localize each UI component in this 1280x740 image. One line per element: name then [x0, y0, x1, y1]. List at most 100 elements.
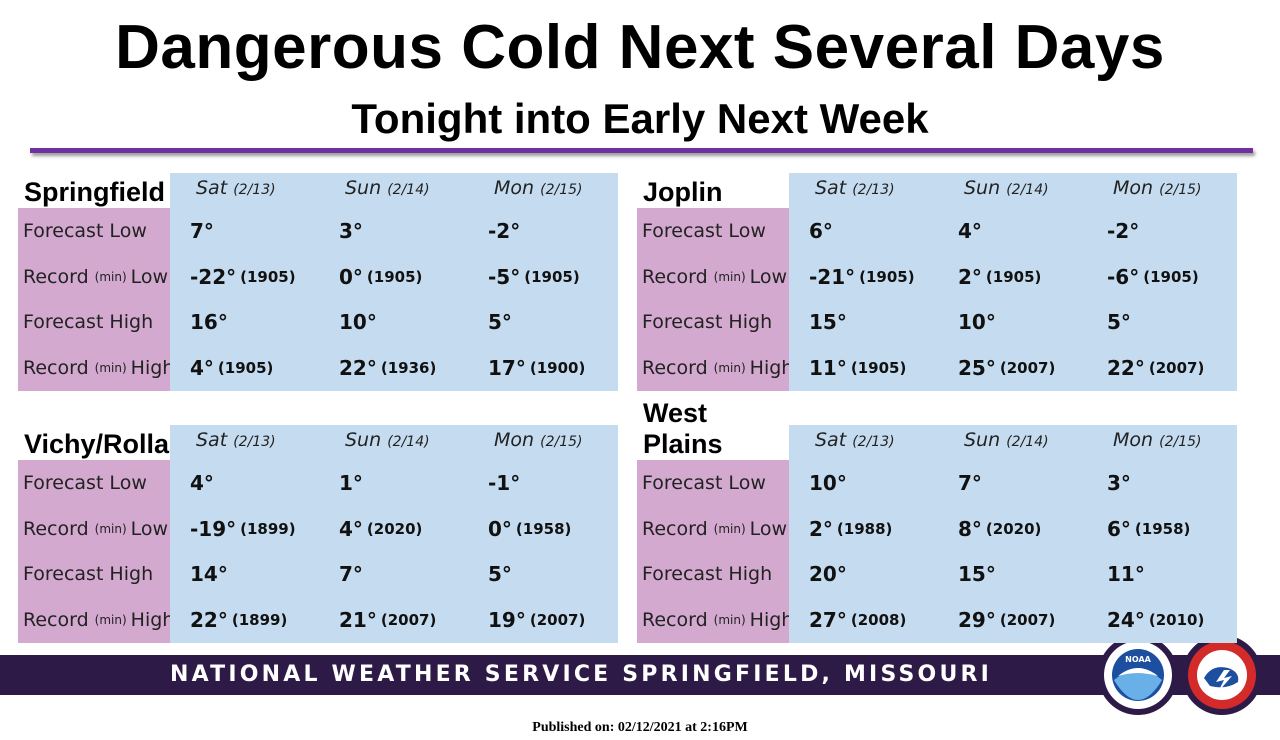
- value-cell: -2°: [1087, 208, 1237, 255]
- temperature: 3°: [1107, 471, 1131, 496]
- title: Dangerous Cold Next Several Days: [115, 13, 1165, 82]
- value-cell: 14°: [170, 551, 320, 598]
- label-main: Forecast Low: [642, 472, 766, 495]
- value-cell: 7°: [319, 551, 469, 598]
- temperature: 7°: [958, 471, 982, 496]
- value-cell: 22° (1936): [319, 344, 469, 391]
- record-year: (1905): [217, 358, 274, 377]
- record-year: (1899): [240, 519, 296, 538]
- value-cell: 6°: [789, 208, 939, 255]
- label-main: Forecast High: [642, 563, 773, 586]
- temperature: 6°: [1107, 516, 1131, 541]
- value-cell: 2° (1988): [789, 505, 939, 552]
- label-main: Record: [642, 517, 708, 540]
- city-name: Vichy/Rolla: [18, 425, 170, 460]
- label-end: Low: [130, 265, 169, 288]
- label-min: (min): [713, 612, 746, 627]
- day-name: Sat: [196, 429, 228, 451]
- day-name: Sun: [964, 429, 1001, 451]
- value-cell: 27° (2008): [789, 596, 939, 643]
- label-main: Record: [23, 356, 89, 379]
- temperature: 20°: [809, 562, 847, 587]
- day-name: Mon: [494, 177, 535, 199]
- value-cell: 10°: [789, 460, 939, 507]
- day-date: (2/15): [1159, 434, 1202, 450]
- value-cell: 7°: [938, 460, 1088, 507]
- row-label: Forecast High: [18, 551, 170, 598]
- value-cell: 3°: [1087, 460, 1237, 507]
- day-date: (2/13): [233, 182, 276, 198]
- value-cell: 22° (1899): [170, 596, 320, 643]
- row-label: Record (min) High: [18, 596, 174, 643]
- temperature: 29°: [958, 607, 996, 632]
- record-year: (2007): [380, 610, 437, 629]
- label-main: Record: [23, 265, 89, 288]
- value-cell: 16°: [170, 299, 320, 346]
- label-main: Record: [23, 608, 89, 631]
- day-header: Sat (2/13): [170, 173, 320, 208]
- value-cell: 4° (2020): [319, 505, 469, 552]
- temperature: 4°: [190, 355, 214, 380]
- record-year: (1905): [240, 267, 296, 286]
- value-cell: 4° (1905): [170, 344, 320, 391]
- value-cell: 5°: [1087, 299, 1237, 346]
- value-cell: 1°: [319, 460, 469, 507]
- value-cell: 3°: [319, 208, 469, 255]
- label-main: Record: [23, 517, 89, 540]
- label-min: (min): [713, 360, 746, 375]
- city-name: Springfield: [18, 173, 170, 208]
- day-header: Sun (2/14): [319, 425, 469, 460]
- day-name: Mon: [1113, 429, 1154, 451]
- temperature: 8°: [958, 516, 982, 541]
- row-label: Record (min) Low: [18, 505, 170, 552]
- value-cell: 5°: [468, 551, 618, 598]
- value-cell: 24° (2010): [1087, 596, 1237, 643]
- value-cell: 15°: [789, 299, 939, 346]
- record-year: (2008): [850, 610, 907, 629]
- day-date: (2/13): [852, 182, 895, 198]
- noaa-bird: [1118, 668, 1158, 676]
- subtitle: Tonight into Early Next Week: [351, 95, 929, 142]
- record-year: (1905): [850, 358, 907, 377]
- value-cell: -21° (1905): [789, 253, 939, 300]
- day-header: Mon (2/15): [468, 425, 618, 460]
- day-header: Sun (2/14): [319, 173, 469, 208]
- value-cell: 22° (2007): [1087, 344, 1237, 391]
- day-date: (2/15): [540, 182, 583, 198]
- temperature: 4°: [958, 219, 982, 244]
- label-main: Record: [642, 356, 708, 379]
- label-end: Low: [749, 265, 788, 288]
- record-year: (1936): [380, 358, 437, 377]
- value-cell: 17° (1900): [468, 344, 618, 391]
- temperature: 22°: [339, 355, 377, 380]
- value-cell: 10°: [938, 299, 1088, 346]
- value-cell: 29° (2007): [938, 596, 1088, 643]
- temperature: -19°: [190, 516, 237, 541]
- temperature: 14°: [190, 562, 228, 587]
- day-name: Sat: [196, 177, 228, 199]
- label-end: High: [749, 608, 794, 631]
- record-year: (1905): [524, 267, 580, 286]
- record-year: (2007): [529, 610, 586, 629]
- temperature: 27°: [809, 607, 847, 632]
- value-cell: 15°: [938, 551, 1088, 598]
- logos: NOAA: [1098, 635, 1262, 715]
- label-min: (min): [94, 360, 127, 375]
- temperature: 4°: [190, 471, 214, 496]
- record-year: (1905): [985, 267, 1042, 286]
- record-year: (2007): [1148, 358, 1205, 377]
- temperature: 10°: [958, 310, 996, 335]
- value-cell: 7°: [170, 208, 320, 255]
- value-cell: 5°: [468, 299, 618, 346]
- record-year: (2020): [366, 519, 423, 538]
- day-header: Sat (2/13): [789, 425, 939, 460]
- temperature: 24°: [1107, 607, 1145, 632]
- day-header: Mon (2/15): [468, 173, 618, 208]
- label-min: (min): [94, 521, 127, 536]
- label-end: High: [749, 356, 794, 379]
- published: Published on: 02/12/2021 at 2:16PM: [532, 720, 748, 735]
- temperature: 11°: [1107, 562, 1145, 587]
- temperature: 21°: [339, 607, 377, 632]
- record-year: (1900): [529, 358, 586, 377]
- value-cell: 8° (2020): [938, 505, 1088, 552]
